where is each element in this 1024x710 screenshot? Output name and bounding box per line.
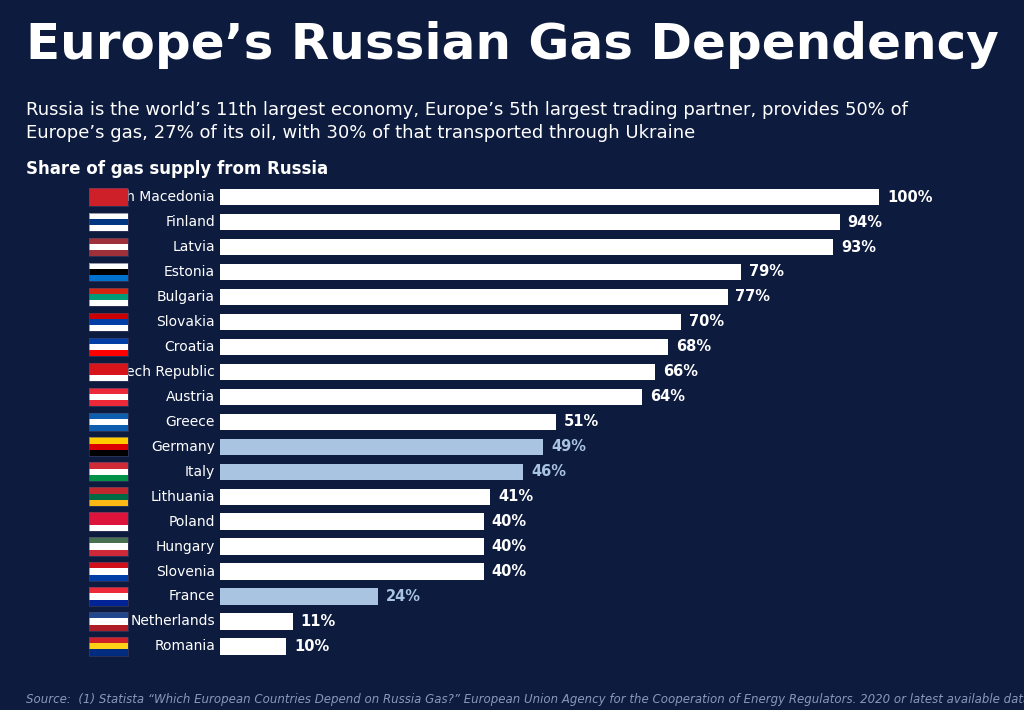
Text: 49%: 49% [551,439,586,454]
Bar [220,513,483,530]
Text: Slovenia: Slovenia [156,564,215,579]
Text: Lithuania: Lithuania [151,490,215,503]
Text: Italy: Italy [184,464,215,479]
Bar [220,414,556,430]
Bar [220,488,490,505]
Bar [220,388,642,405]
Text: 66%: 66% [663,364,698,379]
Bar [220,638,286,655]
Text: 24%: 24% [386,589,421,604]
Text: Bulgaria: Bulgaria [157,290,215,304]
Text: Netherlands: Netherlands [130,614,215,628]
Bar [220,339,669,355]
Text: Latvia: Latvia [172,240,215,254]
Bar [220,613,293,630]
Bar [220,289,727,305]
Text: France: France [169,589,215,604]
Text: 100%: 100% [887,190,933,204]
Text: 70%: 70% [689,315,724,329]
Bar [220,264,740,280]
Text: 46%: 46% [531,464,566,479]
Bar [220,464,523,480]
Bar [220,189,879,205]
Text: Source:  (1) Statista “Which European Countries Depend on Russia Gas?” European : Source: (1) Statista “Which European Cou… [26,694,1024,706]
Text: 79%: 79% [749,264,783,280]
Bar [220,214,840,230]
Text: Slovakia: Slovakia [157,315,215,329]
Text: 94%: 94% [848,214,883,229]
Text: 40%: 40% [492,564,526,579]
Text: 68%: 68% [676,339,712,354]
Text: 51%: 51% [564,414,599,430]
Bar [220,564,483,579]
Text: Estonia: Estonia [164,265,215,279]
Text: Russia is the world’s 11th largest economy, Europe’s 5th largest trading partner: Russia is the world’s 11th largest econo… [26,101,907,143]
Text: Share of gas supply from Russia: Share of gas supply from Russia [26,160,328,178]
Text: Romania: Romania [155,640,215,653]
Text: Finland: Finland [165,215,215,229]
Text: Czech Republic: Czech Republic [110,365,215,379]
Text: 40%: 40% [492,539,526,554]
Text: 93%: 93% [841,239,876,254]
Text: Croatia: Croatia [165,340,215,354]
Text: Germany: Germany [152,439,215,454]
Text: Europe’s Russian Gas Dependency: Europe’s Russian Gas Dependency [26,21,998,70]
Text: 64%: 64% [650,389,685,404]
Bar [220,239,833,255]
Text: 41%: 41% [499,489,534,504]
Text: 11%: 11% [301,614,336,629]
Text: North Macedonia: North Macedonia [96,190,215,204]
Bar [220,439,543,455]
Text: Austria: Austria [166,390,215,404]
Bar [220,589,378,605]
Text: Poland: Poland [169,515,215,528]
Text: Hungary: Hungary [156,540,215,554]
Text: 77%: 77% [735,290,770,305]
Text: Greece: Greece [166,415,215,429]
Text: 40%: 40% [492,514,526,529]
Bar [220,314,681,330]
Bar [220,538,483,555]
Bar [220,364,655,380]
Text: 10%: 10% [294,639,329,654]
